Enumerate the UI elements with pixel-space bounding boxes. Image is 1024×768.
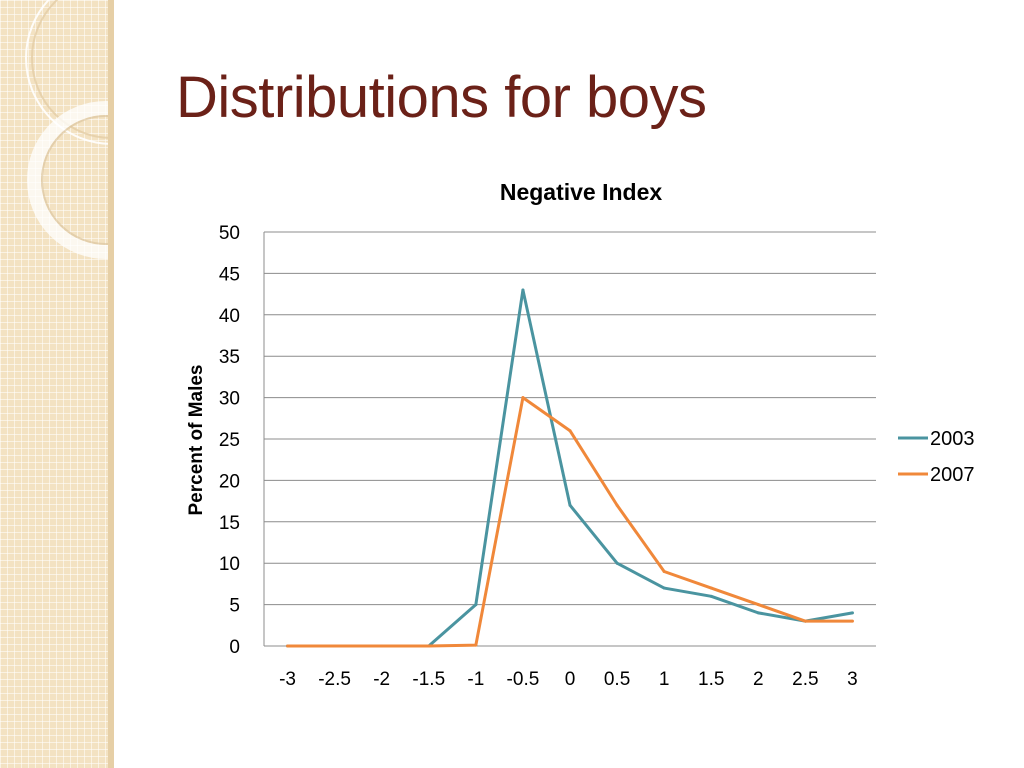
- legend-label: 2003: [930, 428, 975, 450]
- data-point-2007: [333, 644, 337, 648]
- data-point-2007: [427, 644, 431, 648]
- x-tick-label: -1: [467, 669, 484, 690]
- y-tick-label: 20: [219, 471, 240, 492]
- y-tick-label: 5: [229, 596, 240, 617]
- series-lines: [286, 288, 854, 648]
- data-point-2007: [756, 603, 760, 607]
- y-tick-label: 45: [219, 264, 240, 285]
- data-point-2007: [380, 644, 384, 648]
- x-tick-label: 3: [847, 669, 858, 690]
- legend: 2003 2007: [898, 428, 975, 486]
- data-point-2007: [521, 396, 525, 400]
- x-tick-label: 1: [659, 669, 670, 690]
- y-axis-label: Percent of Males: [186, 365, 207, 516]
- chart-title: Negative Index: [500, 179, 663, 205]
- data-point-2003: [474, 603, 478, 607]
- gridlines: [263, 231, 876, 647]
- x-tick-label: 0.5: [604, 669, 630, 690]
- x-tick-labels: -3 -2.5 -2 -1.5 -1 -0.5 0 0.5 1 1.5 2 2.5 3: [279, 669, 858, 690]
- x-tick-label: 2.5: [792, 669, 818, 690]
- data-point-2003: [521, 288, 525, 292]
- legend-label: 2007: [930, 464, 975, 486]
- band-edge: [108, 0, 114, 768]
- x-tick-label: -0.5: [507, 669, 540, 690]
- data-point-2007: [286, 644, 290, 648]
- y-tick-label: 40: [219, 306, 240, 327]
- data-point-2003: [662, 586, 666, 590]
- data-point-2003: [568, 503, 572, 507]
- x-tick-label: -1.5: [412, 669, 445, 690]
- data-point-2003: [709, 594, 713, 598]
- data-point-2003: [850, 611, 854, 615]
- data-point-2003: [756, 611, 760, 615]
- data-point-2007: [803, 619, 807, 623]
- x-tick-label: 0: [565, 669, 576, 690]
- y-tick-label: 25: [219, 430, 240, 451]
- y-tick-label: 0: [229, 637, 240, 658]
- x-tick-label: -2.5: [318, 669, 351, 690]
- data-point-2007: [850, 619, 854, 623]
- data-point-2003: [615, 561, 619, 565]
- y-tick-label: 30: [219, 389, 240, 410]
- y-tick-label: 35: [219, 347, 240, 368]
- data-point-2007: [474, 643, 478, 647]
- slide-title: Distributions for boys: [176, 65, 707, 130]
- data-point-2007: [662, 569, 666, 573]
- data-point-2007: [709, 586, 713, 590]
- series-line-2003: [287, 288, 853, 648]
- data-point-2007: [568, 429, 572, 433]
- y-tick-labels: 0 5 10 15 20 25 30 35 40 45 50: [219, 223, 240, 658]
- x-tick-label: 1.5: [698, 669, 724, 690]
- y-tick-label: 50: [219, 223, 240, 244]
- x-tick-label: 2: [753, 669, 764, 690]
- x-tick-label: -2: [373, 669, 390, 690]
- y-tick-label: 15: [219, 513, 240, 534]
- data-point-2007: [615, 503, 619, 507]
- y-tick-label: 10: [219, 554, 240, 575]
- decorative-side-band: [0, 0, 114, 768]
- x-tick-label: -3: [279, 669, 296, 690]
